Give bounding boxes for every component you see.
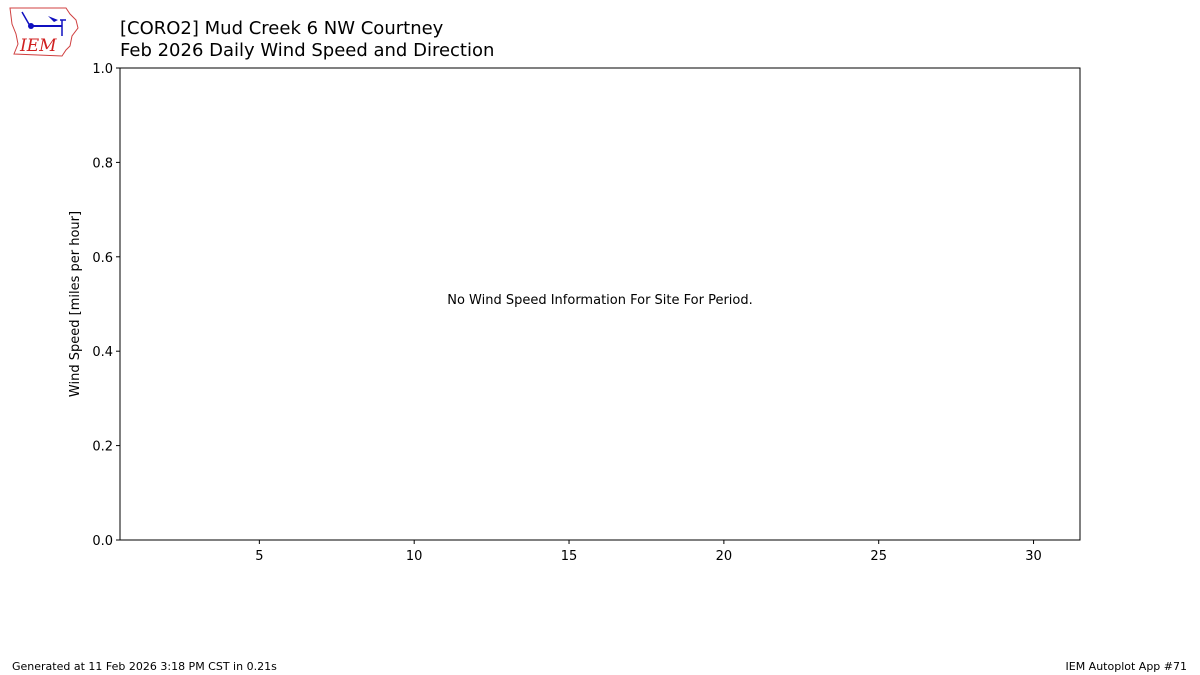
logo-text: IEM bbox=[19, 36, 57, 56]
iem-logo: IEM bbox=[9, 7, 79, 57]
footer-app: IEM Autoplot App #71 bbox=[1065, 660, 1188, 673]
y-tick-label: 0.4 bbox=[92, 345, 113, 360]
chart-title-line1: [CORO2] Mud Creek 6 NW Courtney bbox=[120, 18, 444, 39]
chart-title-line2: Feb 2026 Daily Wind Speed and Direction bbox=[120, 40, 495, 61]
x-tick-label: 30 bbox=[1025, 549, 1042, 564]
y-tick-label: 0.2 bbox=[92, 440, 113, 455]
x-tick-label: 5 bbox=[255, 549, 263, 564]
y-tick-label: 0.8 bbox=[92, 156, 113, 171]
y-axis-label: Wind Speed [miles per hour] bbox=[68, 211, 83, 397]
y-tick-label: 1.0 bbox=[92, 62, 113, 77]
x-tick-label: 20 bbox=[716, 549, 733, 564]
no-data-annotation: No Wind Speed Information For Site For P… bbox=[447, 293, 753, 308]
y-tick-label: 0.6 bbox=[92, 251, 113, 266]
x-tick-label: 25 bbox=[870, 549, 887, 564]
plot-area bbox=[119, 67, 1081, 541]
footer-generated: Generated at 11 Feb 2026 3:18 PM CST in … bbox=[12, 660, 277, 673]
x-tick-label: 10 bbox=[406, 549, 423, 564]
y-tick-label: 0.0 bbox=[92, 534, 113, 549]
x-tick-label: 15 bbox=[561, 549, 578, 564]
